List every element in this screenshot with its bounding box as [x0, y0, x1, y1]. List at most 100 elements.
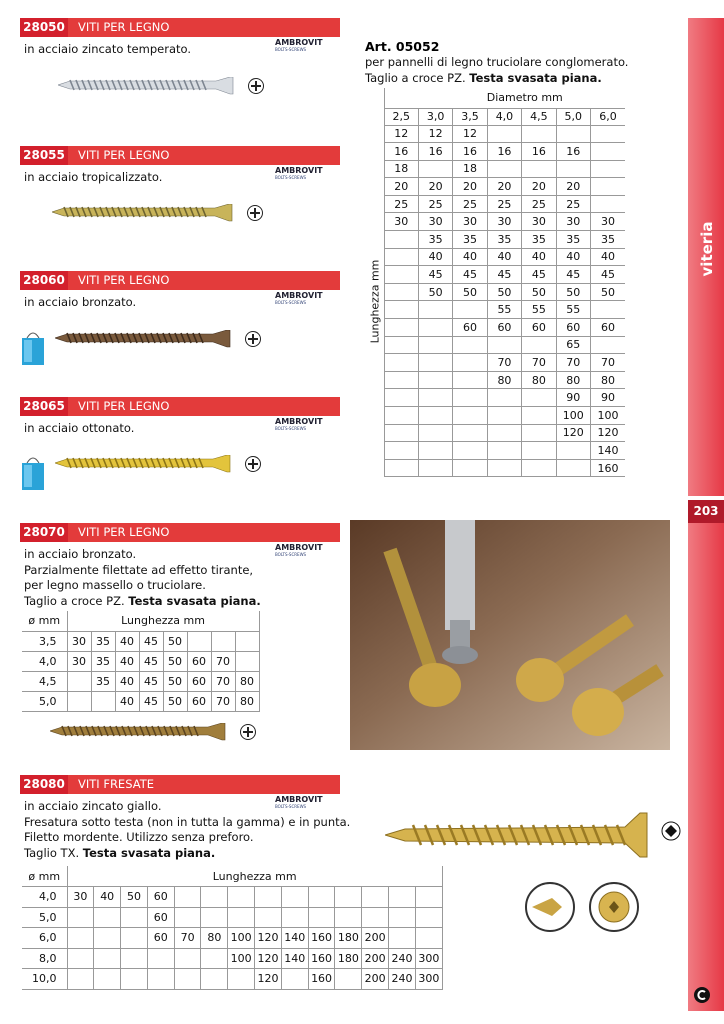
- length-cell: [361, 886, 390, 908]
- length-cell: [361, 906, 390, 928]
- length-cell: [589, 124, 625, 144]
- length-cell: 50: [555, 282, 591, 302]
- length-cell: [146, 968, 175, 990]
- length-cell: 80: [521, 370, 557, 390]
- length-cell: 35: [90, 670, 116, 692]
- header-row: Diametro mm: [365, 88, 625, 109]
- length-cell: [173, 906, 202, 928]
- side-tab: [688, 523, 724, 1011]
- length-cell: 30: [66, 630, 92, 652]
- screw-image-svg: [54, 454, 261, 473]
- length-cell: 60: [452, 318, 488, 337]
- length-cell: [66, 927, 95, 949]
- length-cell: 60: [146, 886, 175, 908]
- size-row: 80 80 80 80: [365, 370, 625, 390]
- length-cell: [227, 906, 256, 928]
- length-cell: 35: [555, 230, 591, 249]
- product-photo-svg: [350, 520, 670, 750]
- description-bold: Testa svasata piana.: [469, 70, 602, 85]
- length-cell: 200: [361, 927, 390, 949]
- size-row: 5,0 60: [22, 906, 443, 928]
- blank: [365, 108, 384, 125]
- length-cell: [334, 906, 363, 928]
- brand-tagline: BOLTS-SCREWS: [275, 47, 307, 52]
- size-row: 90 90: [365, 388, 625, 407]
- length-cell: 45: [138, 650, 164, 672]
- length-cell: [66, 690, 92, 712]
- product-title: VITI PER LEGNO: [68, 146, 340, 165]
- length-cell: 200: [361, 947, 390, 969]
- length-cell: [66, 906, 95, 928]
- screw-image: [54, 329, 265, 348]
- description-line: Taglio TX. Testa svasata piana.: [24, 845, 216, 860]
- size-row: 8,0 100 120 140 160 180 200 240 300: [22, 947, 443, 969]
- screw-image-svg: [383, 812, 681, 858]
- length-cell: [120, 947, 148, 969]
- length-cell: 35: [90, 630, 116, 652]
- length-cell: 240: [388, 947, 416, 969]
- description-line: per pannelli di legno truciolare conglom…: [365, 55, 629, 69]
- diameter-cell: 4,5: [521, 107, 557, 126]
- length-cell: 55: [555, 300, 591, 320]
- length-cell: [383, 406, 419, 425]
- length-cell: [388, 927, 416, 949]
- section-label: viteria: [698, 221, 716, 277]
- length-cell: 180: [334, 947, 363, 969]
- diameter-cell: 8,0: [22, 947, 68, 969]
- diameter-cell: 6,0: [589, 107, 625, 126]
- length-cell: 90: [555, 388, 591, 407]
- size-row: 50 50 50 50 50 50: [365, 282, 625, 302]
- description-line: in acciaio tropicalizzato.: [24, 170, 163, 184]
- length-cell: 100: [227, 927, 256, 949]
- length-cell: [186, 630, 212, 652]
- length-cell: 80: [555, 370, 591, 390]
- length-cell: 18: [452, 159, 488, 179]
- article-title: Art. 05052: [365, 39, 440, 54]
- length-cell: 160: [307, 968, 336, 990]
- length-cell: [589, 194, 625, 214]
- size-row: 6,0 60 70 80 100 120 140 160 180 200: [22, 927, 443, 949]
- length-cell: 80: [234, 670, 260, 692]
- length-cell: 25: [383, 194, 419, 214]
- screw-image: [51, 203, 267, 222]
- length-cell: 80: [234, 690, 260, 712]
- length-cell: [383, 282, 419, 302]
- length-cell: 50: [589, 282, 625, 302]
- side-tab: [688, 18, 724, 496]
- length-cell: 20: [555, 177, 591, 196]
- length-cell: [521, 159, 557, 179]
- length-cell: 50: [162, 690, 188, 712]
- length-cell: [383, 370, 419, 390]
- screw-image: [383, 805, 685, 865]
- diameter-cell: 3,5: [452, 107, 488, 126]
- length-cell: [173, 947, 202, 969]
- length-cell: [120, 906, 148, 928]
- length-cell: 140: [280, 947, 309, 969]
- length-cell: [383, 388, 419, 407]
- page-number: 203: [688, 500, 724, 523]
- length-cell: [388, 886, 416, 908]
- length-cell: 50: [162, 650, 188, 672]
- length-cell: [521, 335, 557, 355]
- screw-image-svg: [57, 76, 264, 95]
- size-row: 70 70 70 70: [365, 353, 625, 372]
- length-label-cell: Lunghezza mm: [365, 125, 384, 477]
- length-cell: 55: [486, 300, 523, 320]
- length-cell: 240: [388, 968, 416, 990]
- length-cell: [146, 947, 175, 969]
- length-cell: 35: [521, 230, 557, 249]
- length-cell: [555, 441, 591, 460]
- length-cell: 40: [114, 670, 140, 692]
- diameter-cell: 5,0: [22, 690, 68, 712]
- product-code: 28055: [20, 146, 68, 165]
- length-cell: 16: [521, 142, 557, 161]
- bag-icon: [20, 455, 46, 491]
- brand-name: AMBROVIT: [275, 543, 323, 552]
- length-cell: 20: [452, 177, 488, 196]
- length-cell: 120: [555, 423, 591, 443]
- length-cell: 30: [66, 650, 92, 672]
- brand-name: AMBROVIT: [275, 291, 323, 300]
- screw-image: [49, 722, 260, 741]
- length-cell: 200: [361, 968, 390, 990]
- length-cell: 16: [555, 142, 591, 161]
